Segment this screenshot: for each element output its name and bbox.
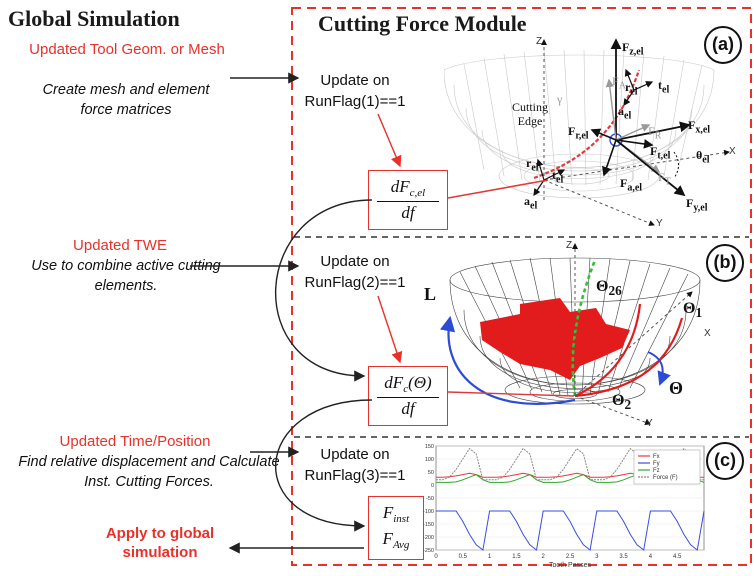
update-runflag3-line1: Update on <box>320 446 390 463</box>
panel-a-frel-label: Fr,el <box>568 124 589 142</box>
panel-a-fxel-label: Fx,el <box>688 118 711 136</box>
panel-b-x-axis-label: X <box>704 328 711 339</box>
cutting-force-module-title: Cutting Force Module <box>318 11 527 36</box>
chart-x-tick-label: 0 <box>434 554 438 560</box>
formula-finst-favg: Finst FAvg <box>368 496 424 560</box>
panel-a-tool-mesh <box>444 38 730 226</box>
panel-b-y-axis-label: Y <box>646 418 653 429</box>
chart-x-tick-label: 4.5 <box>673 554 682 560</box>
formula2-denominator: df <box>401 399 415 418</box>
chart-x-tick-label: 1.5 <box>512 554 521 560</box>
panel-a-cutting-edge-label: Cutting Edge <box>511 100 548 128</box>
panel-a-fr-grey-label: FR <box>648 124 662 142</box>
formula-dfcel-df: dFc,el df <box>368 170 448 230</box>
formula-dfc-theta-df: dFc(Θ) df <box>368 366 448 426</box>
chart-series-fy <box>436 510 705 551</box>
update-runflag1-line2: RunFlag(1)==1 <box>304 93 406 110</box>
step3-desc: Find relative displacement and Calculate… <box>18 454 280 490</box>
chart-y-tick-label: -50 <box>426 496 434 502</box>
panel-b-tag: (b) <box>706 244 744 282</box>
chart-x-tick-label: 3 <box>595 554 599 560</box>
step1-title: Updated Tool Geom. or Mesh <box>29 41 225 58</box>
panel-b-L-label: L <box>424 284 437 304</box>
chart-y-tick-label: 50 <box>428 470 434 476</box>
chart-x-tick-label: 0.5 <box>459 554 468 560</box>
panel-a-z-axis-label: Z <box>536 36 543 47</box>
update-runflag3: Update on RunFlag(3)==1 <box>300 444 410 486</box>
panel-a-rel-label: rel <box>625 80 638 98</box>
chart-x-ticks: 0 0.5 1 1.5 2 2.5 3 3.5 4 4.5 <box>434 554 682 560</box>
update-runflag1: Update on RunFlag(1)==1 <box>300 70 410 112</box>
update-runflag2-line1: Update on <box>320 253 390 270</box>
panel-b-theta1-label: Θ1 <box>683 300 703 321</box>
panel-a-fael-label: Fa,el <box>620 176 643 194</box>
panel-b-tool-bowl <box>439 243 701 426</box>
panel-a-fa-grey-label: FA <box>612 74 626 92</box>
panel-a-ft-grey-label: FT <box>658 170 671 188</box>
panel-a-ftel-label: Ft,el <box>650 144 671 162</box>
panel-a-r2-label: rel <box>526 156 539 174</box>
chart-legend-fy: Fy <box>653 461 660 467</box>
panel-a-ael-label: ael <box>618 104 632 122</box>
panel-a-a2-label: ael <box>524 194 538 212</box>
formula3-favg: FAvg <box>382 529 410 551</box>
panel-b-z-axis-label: Z <box>566 240 573 251</box>
panel-b-theta2-label: Θ2 <box>612 392 632 413</box>
update-runflag1-line1: Update on <box>320 72 390 89</box>
chart-y-tick-label: -200 <box>423 535 434 541</box>
chart-y-tick-label: 0 <box>431 483 434 489</box>
panel-a-tag: (a) <box>704 26 742 64</box>
chart-legend-fz: Fz <box>653 468 660 474</box>
step2-desc: Use to combine active cutting elements. <box>31 258 221 294</box>
update-runflag2: Update on RunFlag(2)==1 <box>300 251 410 293</box>
panel-a-theta-label: θel <box>696 148 710 166</box>
chart-legend-force: Force (F) <box>653 475 678 481</box>
chart-x-tick-label: 4 <box>649 554 653 560</box>
panel-a-gamma-label: γ <box>557 92 563 106</box>
panel-a-tel-label: tel <box>658 78 670 96</box>
chart-y-ticks: 150 100 50 0 -50 -100 -150 -200 -250 <box>423 444 434 554</box>
panel-a-fzel-label: Fz,el <box>622 40 644 58</box>
panel-a-x-axis-label: X <box>729 146 736 157</box>
panel-c-force-chart: 150 100 50 0 -50 -100 -150 -200 -250 0 0.5 1 1.5 2 2.… <box>423 444 705 569</box>
chart-y-tick-label: -150 <box>423 522 434 528</box>
chart-y-tick-label: 150 <box>425 444 434 450</box>
chart-x-tick-label: 1 <box>488 554 492 560</box>
global-simulation-title: Global Simulation <box>8 6 180 31</box>
apply-global-label: Apply to global simulation <box>105 525 215 561</box>
chart-legend-fx: Fx <box>653 454 660 460</box>
step1-desc: Create mesh and element force matrices <box>42 82 210 118</box>
panel-a-t2-label: tel <box>552 168 564 186</box>
formula3-finst: Finst <box>382 503 410 525</box>
formula1-denominator: df <box>401 203 415 222</box>
update-runflag2-line2: RunFlag(2)==1 <box>304 274 406 291</box>
chart-legend: Fx Fy Fz Force (F) <box>633 449 701 485</box>
step3-title: Updated Time/Position <box>59 433 211 450</box>
chart-y-tick-label: -100 <box>423 509 434 515</box>
panel-c-tag: (c) <box>706 442 744 480</box>
panel-a-y-axis-label: Y <box>656 218 663 229</box>
formula1-numerator: dFc,el <box>390 177 426 199</box>
chart-x-tick-label: 3.5 <box>619 554 628 560</box>
panel-b-theta26-label: Θ26 <box>596 278 622 299</box>
panel-a-fyel-label: Fy,el <box>686 196 708 214</box>
chart-x-tick-label: 2 <box>542 554 546 560</box>
chart-x-tick-label: 2.5 <box>566 554 575 560</box>
step2-title: Updated TWE <box>73 237 167 254</box>
chart-x-axis-label: Tooth Passes <box>549 562 592 569</box>
chart-y-tick-label: 100 <box>425 457 434 463</box>
formula2-numerator: dFc(Θ) <box>384 373 432 395</box>
panel-b-theta-label: Θ <box>669 378 684 398</box>
chart-y-tick-label: -250 <box>423 548 434 554</box>
update-runflag3-line2: RunFlag(3)==1 <box>304 467 406 484</box>
